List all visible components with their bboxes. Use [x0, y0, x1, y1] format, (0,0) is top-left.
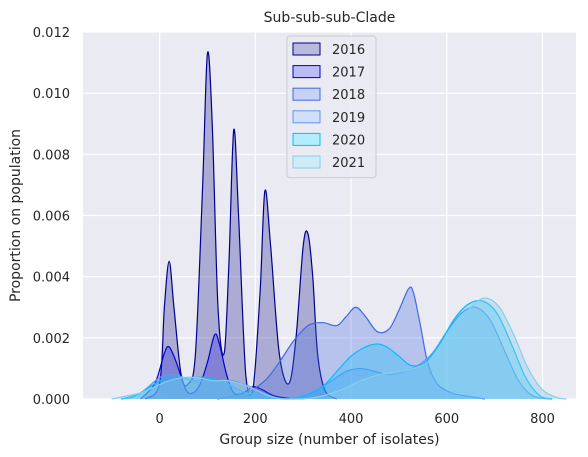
legend-label: 2020	[332, 133, 365, 148]
legend-swatch-base	[293, 43, 320, 55]
chart-title: Sub-sub-sub-Clade	[264, 10, 396, 26]
legend-swatch	[292, 42, 321, 56]
density-area-2019	[121, 307, 553, 399]
legend-label: 2016	[332, 43, 365, 58]
x-tick-label: 600	[434, 412, 459, 427]
x-axis-label: Group size (number of isolates)	[219, 432, 439, 448]
density-line-2017	[140, 333, 294, 400]
density-area-2020	[121, 300, 553, 399]
density-area-2021	[111, 298, 567, 399]
legend-swatch	[292, 132, 321, 146]
legend: 2016 2017 2018 2019 2020 2021	[286, 35, 377, 179]
density-line-2021	[111, 297, 567, 400]
y-tick-label: 0.010	[33, 87, 70, 102]
density-line-2020	[121, 299, 553, 400]
legend-label: 2018	[332, 88, 365, 103]
legend-label: 2019	[332, 111, 365, 126]
legend-swatch	[292, 87, 321, 101]
legend-swatch-base	[293, 88, 320, 101]
y-tick-label: 0.006	[33, 210, 70, 225]
x-tick-label: 0	[155, 412, 163, 427]
legend-label: 2021	[332, 156, 365, 171]
legend-swatch-base	[293, 110, 320, 123]
legend-swatch	[292, 65, 321, 79]
x-axis-ticks: 0 200 400 600 800	[155, 412, 554, 427]
density-areas	[111, 51, 567, 400]
legend-swatch-base	[293, 65, 320, 78]
legend-label: 2017	[332, 66, 365, 81]
y-tick-label: 0.012	[33, 26, 70, 41]
y-axis-ticks: 0.000 0.002 0.004 0.006 0.008 0.010 0.012	[33, 26, 70, 408]
density-line-2018	[216, 286, 486, 400]
density-area-2016	[145, 51, 337, 400]
y-tick-label: 0.008	[33, 148, 70, 163]
y-tick-label: 0.004	[33, 271, 70, 286]
x-tick-label: 400	[339, 412, 364, 427]
density-area-2017	[140, 333, 294, 399]
y-tick-label: 0.000	[33, 393, 70, 408]
x-tick-label: 200	[243, 412, 268, 427]
density-line-2019	[121, 306, 553, 400]
legend-swatch-base	[293, 133, 320, 146]
legend-swatch	[292, 110, 321, 124]
legend-swatch-base	[293, 156, 320, 168]
y-axis-label: Proportion on population	[8, 129, 24, 302]
x-tick-label: 800	[530, 412, 555, 427]
y-tick-label: 0.002	[33, 332, 70, 347]
legend-swatch	[292, 155, 321, 169]
